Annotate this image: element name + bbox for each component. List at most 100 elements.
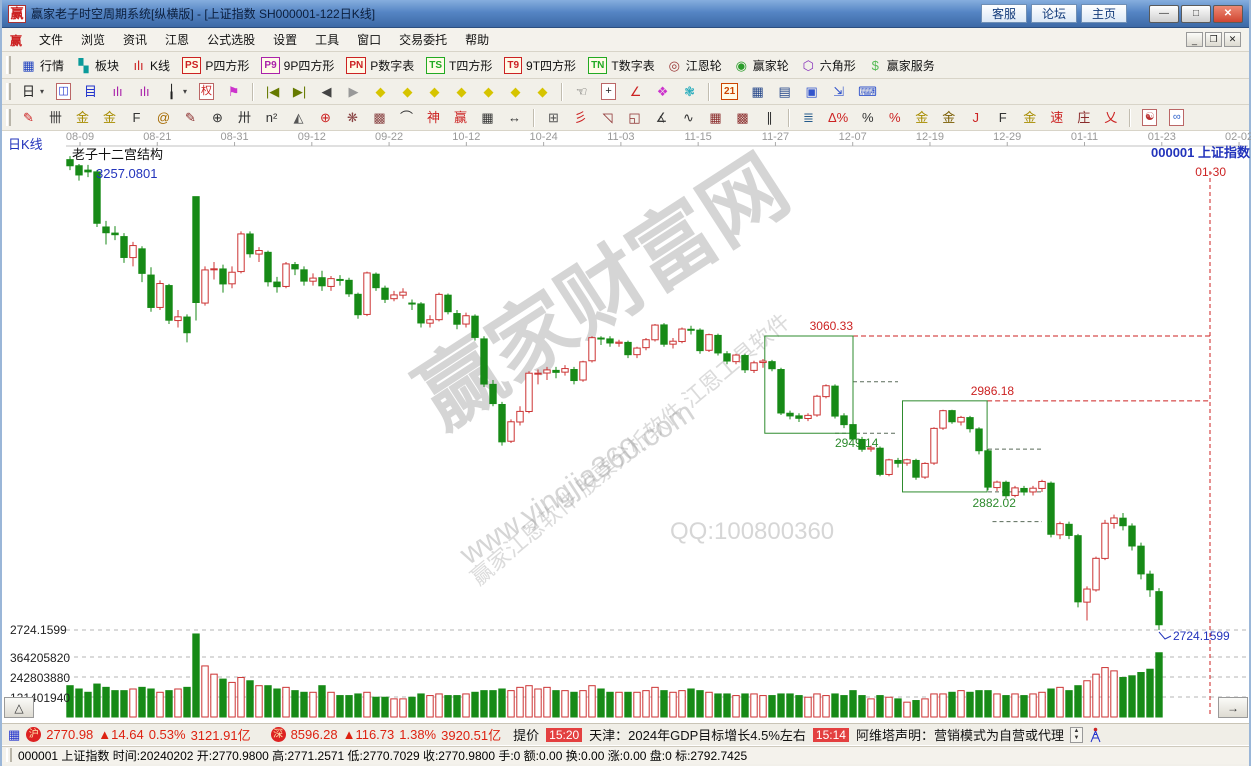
menu-item-工具[interactable]: 工具 bbox=[315, 33, 340, 47]
infinity-icon[interactable]: ∞ bbox=[1164, 106, 1189, 129]
gold-grid-tool[interactable]: 金 bbox=[70, 107, 95, 128]
calculator-tool[interactable]: ▦ bbox=[745, 81, 770, 102]
spider-web-tool[interactable]: ❋ bbox=[340, 107, 365, 128]
ying-tool[interactable]: 赢 bbox=[448, 107, 473, 128]
first-page[interactable]: |◀ bbox=[260, 81, 285, 102]
speed-angle-tool[interactable]: 速 bbox=[1044, 107, 1069, 128]
menu-item-浏览[interactable]: 浏览 bbox=[81, 33, 106, 47]
ticker-headline[interactable]: 天津：2024年GDP目标增长4.5%左右 bbox=[589, 728, 806, 743]
fan-square-tool[interactable]: ◱ bbox=[622, 107, 647, 128]
grid-red2-tool[interactable]: ▩ bbox=[730, 107, 755, 128]
quote-grid[interactable]: ▦ 行情 bbox=[16, 54, 69, 77]
mirror-tool[interactable]: ◭ bbox=[286, 107, 311, 128]
x-angle-tool[interactable]: 乂 bbox=[1098, 107, 1123, 128]
right-edge-diamond[interactable]: ◆ bbox=[530, 81, 555, 102]
minimize-button[interactable]: — bbox=[1149, 4, 1179, 23]
gann-tools[interactable]: ❖ bbox=[650, 81, 675, 102]
h-zoom-diamond[interactable]: ◆ bbox=[422, 81, 447, 102]
left-edge-diamond[interactable]: ◆ bbox=[503, 81, 528, 102]
menu-item-公式选股[interactable]: 公式选股 bbox=[207, 33, 256, 47]
percent-angle-tool[interactable]: Δ% bbox=[823, 107, 853, 128]
remote-tool[interactable]: ⌨ bbox=[853, 81, 882, 102]
percent-line-tool[interactable]: % bbox=[882, 107, 907, 128]
red-target-tool[interactable]: ⊕ bbox=[313, 107, 338, 128]
scale-grid-tool[interactable]: ▦ bbox=[475, 107, 500, 128]
indicator-flag[interactable]: ⚑ bbox=[221, 81, 246, 102]
winner-service[interactable]: $ 赢家服务 bbox=[863, 54, 940, 77]
gold-angle-tool[interactable]: 金 bbox=[1017, 107, 1042, 128]
toolbar-grip[interactable] bbox=[6, 82, 11, 101]
blocks[interactable]: ▚ 板块 bbox=[71, 54, 124, 77]
forum-button[interactable]: 论坛 bbox=[1031, 4, 1077, 23]
hand-tool[interactable]: ☜ bbox=[569, 81, 594, 102]
percent-tool[interactable]: % bbox=[855, 107, 880, 128]
gold-line-tool[interactable]: 金 bbox=[936, 107, 961, 128]
menu-item-交易委托[interactable]: 交易委托 bbox=[399, 33, 448, 47]
f10-info[interactable]: 目 bbox=[78, 81, 103, 102]
f-angle-tool[interactable]: F bbox=[990, 107, 1015, 128]
compress-diamond[interactable]: ◆ bbox=[449, 81, 474, 102]
zhuang-angle-tool[interactable]: 庄 bbox=[1071, 107, 1096, 128]
web-grid-tool[interactable]: ▩ bbox=[367, 107, 392, 128]
price-ticks-tool[interactable]: 卅 bbox=[232, 107, 257, 128]
chart-window-mode[interactable]: ◫ bbox=[51, 80, 76, 103]
9p-square[interactable]: P9 9P四方形 bbox=[256, 54, 339, 77]
bars-9[interactable]: ılı bbox=[132, 81, 157, 102]
prev-page[interactable]: ◀ bbox=[314, 81, 339, 102]
menu-item-设置[interactable]: 设置 bbox=[273, 33, 298, 47]
t-square[interactable]: TS T四方形 bbox=[421, 54, 497, 77]
gann-wheel[interactable]: ◎ 江恩轮 bbox=[662, 54, 727, 77]
scroll-right-button[interactable]: → bbox=[1218, 697, 1248, 718]
customer-service-button[interactable]: 客服 bbox=[981, 4, 1027, 23]
9t-square[interactable]: T9 9T四方形 bbox=[499, 54, 581, 77]
levels-tool[interactable]: ≣ bbox=[796, 107, 821, 128]
crosshair-tool[interactable]: + bbox=[596, 80, 621, 103]
pan-left-diamond[interactable]: ◆ bbox=[368, 81, 393, 102]
notes-tool[interactable]: ▤ bbox=[772, 81, 797, 102]
ticker-headline[interactable]: 提价 bbox=[513, 728, 540, 743]
width-ruler-tool[interactable]: ↔ bbox=[502, 107, 527, 128]
smart-brain[interactable]: ❃ bbox=[677, 81, 702, 102]
parallel-tool[interactable]: ∥ bbox=[757, 107, 782, 128]
ticker-headline[interactable]: 阿维塔声明：营销模式为自营或代理 bbox=[855, 728, 1064, 743]
kline[interactable]: ılı K线 bbox=[126, 54, 175, 77]
homepage-button[interactable]: 主页 bbox=[1081, 4, 1127, 23]
arc-tool[interactable]: ⌒ bbox=[394, 107, 419, 128]
restore-button[interactable]: □ bbox=[1181, 4, 1211, 23]
winner-wheel[interactable]: ◉ 赢家轮 bbox=[729, 54, 794, 77]
angle-line-tool[interactable]: ∡ bbox=[649, 107, 674, 128]
candle-style-selector[interactable]: ╽ ▾ bbox=[159, 81, 192, 102]
menu-item-资讯[interactable]: 资讯 bbox=[123, 33, 148, 47]
gold-circle-tool[interactable]: 金 bbox=[909, 107, 934, 128]
sh-index-quote[interactable]: 沪 2770.98 ▲14.64 0.53% 3121.91亿 bbox=[26, 725, 251, 744]
quote-grid-icon[interactable]: ▦ bbox=[8, 726, 21, 742]
hexagon[interactable]: ⬡ 六角形 bbox=[796, 54, 861, 77]
gann-fan-tool[interactable]: 彡 bbox=[568, 107, 593, 128]
news-ticker[interactable]: 提价 15:20 天津：2024年GDP目标增长4.5%左右 15:14 阿维塔声明：营… bbox=[513, 725, 1064, 744]
toolbar-grip[interactable] bbox=[6, 108, 11, 127]
draw-pen-tool[interactable]: ✎ bbox=[16, 107, 41, 128]
spiral-tool[interactable]: @ bbox=[151, 107, 176, 128]
menu-item-帮助[interactable]: 帮助 bbox=[465, 33, 490, 47]
calendar-tool[interactable]: 21 bbox=[716, 80, 743, 103]
p-square[interactable]: PS P四方形 bbox=[177, 54, 254, 77]
last-page[interactable]: ▶| bbox=[287, 81, 312, 102]
grid-red-tool[interactable]: ▦ bbox=[703, 107, 728, 128]
brush-ruler-tool[interactable]: ✎ bbox=[178, 107, 203, 128]
p-number-table[interactable]: PN P数字表 bbox=[341, 54, 419, 77]
j-angle-tool[interactable]: J bbox=[963, 107, 988, 128]
toolbar-grip[interactable] bbox=[6, 55, 11, 75]
menu-item-窗口[interactable]: 窗口 bbox=[357, 33, 382, 47]
circle-ruler-tool[interactable]: ⊕ bbox=[205, 107, 230, 128]
f-ruler-tool[interactable]: F bbox=[124, 107, 149, 128]
tick-ruler-tool[interactable]: 卌 bbox=[43, 107, 68, 128]
ticker-spinner[interactable]: ▲ ▼ bbox=[1069, 726, 1083, 743]
sz-index-quote[interactable]: 深 8596.28 ▲116.73 1.38% 3920.51亿 bbox=[270, 725, 501, 744]
period-day-selector[interactable]: 日 ▾ bbox=[16, 81, 49, 102]
expand-diamond[interactable]: ◆ bbox=[476, 81, 501, 102]
menu-item-文件[interactable]: 文件 bbox=[39, 33, 64, 47]
next-page[interactable]: ▶ bbox=[341, 81, 366, 102]
indicator-toggle-button[interactable]: △ bbox=[4, 697, 34, 718]
export-tool[interactable]: ⇲ bbox=[826, 81, 851, 102]
